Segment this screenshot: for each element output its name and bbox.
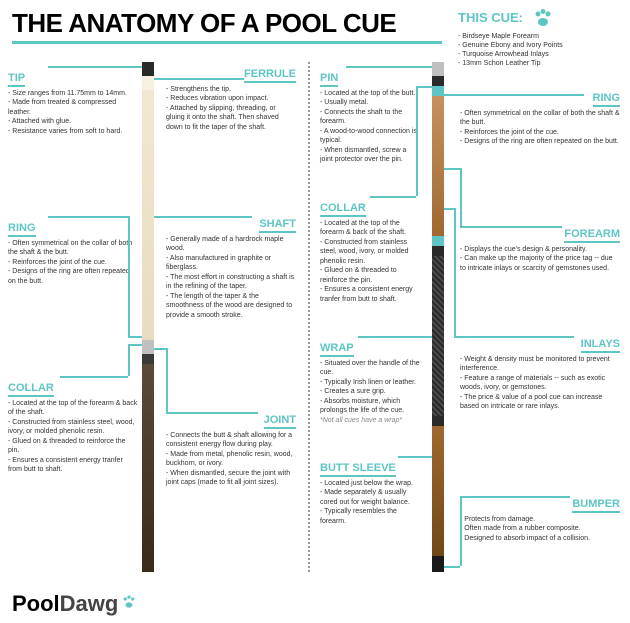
callout-line — [460, 496, 462, 566]
callout-line — [358, 336, 432, 338]
callout-line — [48, 216, 128, 218]
section-title: SHAFT — [259, 218, 296, 233]
section-title: COLLAR — [320, 202, 366, 217]
callout-line — [460, 168, 462, 226]
section-title: FOREARM — [564, 228, 620, 243]
callout-line — [128, 216, 130, 336]
callout-line — [128, 344, 142, 346]
section-forearm: FOREARM Displays the cue's design & pers… — [460, 228, 620, 273]
section-title: RING — [8, 222, 36, 237]
section-title: RING — [593, 92, 621, 107]
section-buttsleeve: BUTT SLEEVE Located just below the wrap.… — [320, 458, 420, 526]
callout-line — [154, 78, 244, 80]
section-body: Protects from damage.Often made from a r… — [460, 515, 620, 543]
section-collar-left: COLLAR Located at the top of the forearm… — [8, 378, 138, 475]
callout-line — [398, 456, 432, 458]
section-body: Located at the top of the forearm & back… — [8, 399, 138, 475]
section-title: PIN — [320, 72, 338, 87]
callout-line — [166, 348, 168, 412]
callout-line — [48, 66, 142, 68]
section-title: FERRULE — [244, 68, 296, 83]
content-area: TIP Size ranges from 11.75mm to 14mm.Mad… — [0, 48, 630, 608]
logo-text-1: Pool — [12, 591, 60, 616]
callout-line — [444, 566, 460, 568]
section-title: COLLAR — [8, 382, 54, 397]
section-body: Weight & density must be monitored to pr… — [460, 355, 620, 412]
callout-line — [444, 94, 584, 96]
main-title: THE ANATOMY OF A POOL CUE — [12, 8, 396, 39]
callout-line — [154, 216, 252, 218]
callout-line — [60, 376, 128, 378]
callout-line — [166, 412, 258, 414]
section-wrap: WRAP Situated over the handle of the cue… — [320, 338, 420, 425]
section-body: Often symmetrical on the collar of both … — [460, 109, 620, 147]
callout-line — [460, 226, 562, 228]
callout-line — [444, 208, 454, 210]
callout-line — [416, 86, 418, 196]
callout-line — [128, 344, 130, 376]
section-inlays: INLAYS Weight & density must be monitore… — [460, 338, 620, 412]
section-title: JOINT — [264, 414, 296, 429]
logo: PoolDawg — [12, 591, 138, 617]
callout-line — [454, 208, 456, 336]
logo-text-2: Dawg — [60, 591, 119, 616]
callout-line — [370, 196, 416, 198]
callout-line — [128, 336, 142, 338]
section-ring-right: RING Often symmetrical on the collar of … — [460, 92, 620, 147]
paw-icon — [531, 6, 555, 30]
section-body: Located just below the wrap.Made separat… — [320, 479, 420, 526]
section-joint: JOINT Connects the butt & shaft allowing… — [166, 414, 296, 488]
cue-left — [142, 62, 154, 572]
center-divider — [308, 62, 310, 572]
section-body: Size ranges from 11.75mm to 14mm.Made fr… — [8, 89, 138, 136]
header: THE ANATOMY OF A POOL CUE THIS CUE: Bird… — [0, 0, 630, 48]
section-pin: PIN Located at the top of the butt.Usual… — [320, 68, 420, 165]
section-body: Displays the cue's design & personality.… — [460, 245, 620, 273]
section-bumper: BUMPER Protects from damage.Often made f… — [460, 498, 620, 543]
section-body: Strengthens the tip.Reduces vibration up… — [166, 85, 296, 132]
callout-line — [460, 496, 570, 498]
section-title: BUTT SLEEVE — [320, 462, 396, 477]
section-body: Located at the top of the butt.Usually m… — [320, 89, 420, 165]
section-collar-right: COLLAR Located at the top of the forearm… — [320, 198, 420, 304]
section-title: TIP — [8, 72, 25, 87]
callout-line — [346, 66, 432, 68]
section-title: INLAYS — [581, 338, 620, 353]
section-body: Located at the top of the forearm & back… — [320, 219, 420, 304]
callout-line — [416, 86, 432, 88]
section-shaft: SHAFT Generally made of a hardrock maple… — [166, 218, 296, 320]
title-underline — [12, 41, 442, 44]
paw-icon — [120, 591, 138, 609]
cue-right — [432, 62, 444, 572]
section-title: BUMPER — [572, 498, 620, 513]
section-title: WRAP — [320, 342, 354, 357]
section-ring-left: RING Often symmetrical on the collar of … — [8, 218, 138, 286]
callout-line — [454, 336, 574, 338]
section-body: Connects the butt & shaft allowing for a… — [166, 431, 296, 488]
callout-line — [444, 168, 460, 170]
section-tip: TIP Size ranges from 11.75mm to 14mm.Mad… — [8, 68, 138, 136]
this-cue-title: THIS CUE: — [458, 10, 523, 25]
section-body: Generally made of a hardrock maple wood.… — [166, 235, 296, 320]
callout-line — [154, 348, 166, 350]
section-body: Situated over the handle of the cue.Typi… — [320, 359, 420, 425]
section-body: Often symmetrical on the collar of both … — [8, 239, 138, 286]
